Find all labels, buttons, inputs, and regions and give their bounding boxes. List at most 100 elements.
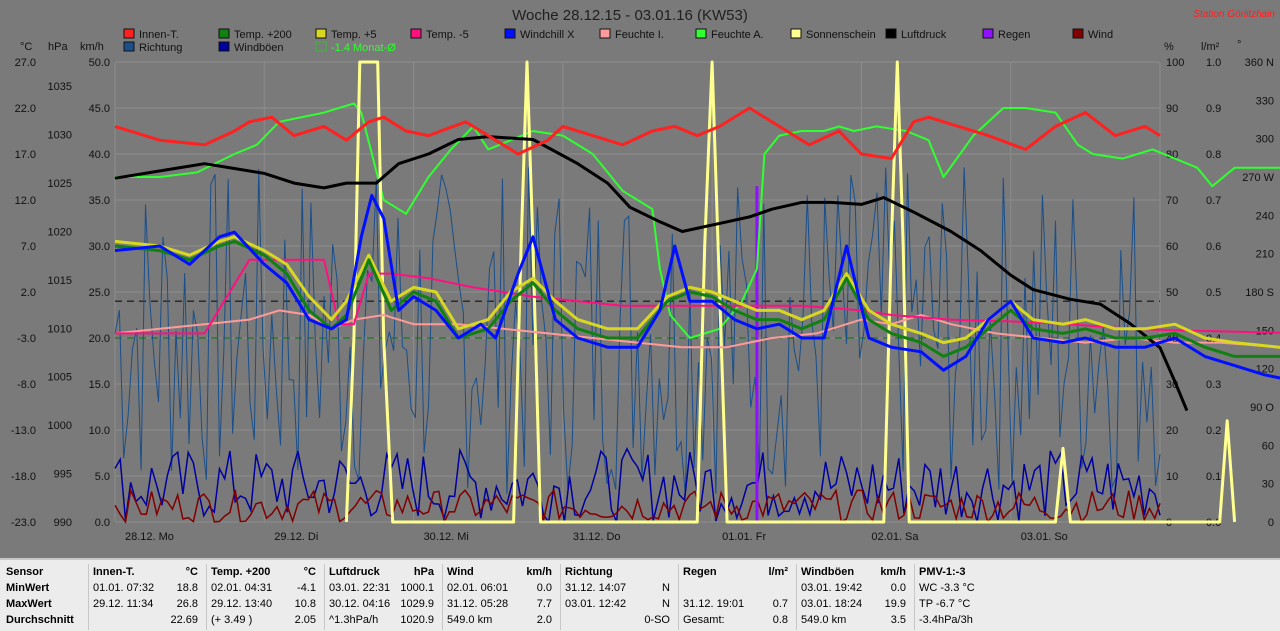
series-windboeen (114, 447, 1161, 524)
tick-x: 02.01. Sa (871, 531, 919, 543)
stats-unit: °C (185, 566, 198, 578)
legend-label: Sonnenschein (806, 29, 876, 41)
tick-kmh: 35.0 (89, 195, 110, 207)
series-windchill-x (114, 193, 1280, 380)
stats-max-value: 10.8 (294, 598, 316, 610)
stats-title: Windböen (801, 566, 855, 578)
stats-min-time: 02.01. 06:01 (447, 582, 509, 594)
legend-label: Regen (998, 29, 1030, 41)
tick-deg: 60 (1262, 440, 1274, 452)
stats-min-row: 02.01. 04:31 -4.1 (211, 580, 322, 596)
tick-deg: 240 (1256, 210, 1274, 222)
series-feuchte-a- (115, 102, 1280, 339)
series-temp-5 (115, 258, 1280, 335)
legend-label: Feuchte A. (711, 29, 764, 41)
stats-column: Wind km/h 02.01. 06:01 0.0 31.12. 05:28 7.7 54… (442, 564, 558, 630)
stats-avg-value: 22.69 (170, 614, 198, 626)
tick-pct: 60 (1166, 241, 1178, 253)
stats-max-value: 7.7 (536, 598, 552, 610)
stats-min-row: 02.01. 06:01 0.0 (447, 580, 558, 596)
tick-deg: 30 (1262, 479, 1274, 491)
legend-swatch (218, 41, 230, 52)
stats-avg-row: Gesamt: 0.8 (683, 612, 794, 628)
tick-kmh: 20.0 (89, 333, 110, 345)
stats-avg-row: 549.0 km 3.5 (801, 612, 912, 628)
stats-max-value: 19.9 (884, 598, 906, 610)
stats-avg-time: -3.4hPa/3h (919, 614, 973, 626)
tick-temp: -8.0 (17, 379, 36, 391)
tick-x: 03.01. So (1021, 531, 1068, 543)
stats-max-time: 29.12. 11:34 (93, 598, 154, 610)
stats-max-value: N (662, 598, 670, 610)
tick-pct: 100 (1166, 57, 1184, 69)
stats-max-time: TP -6.7 °C (919, 598, 971, 610)
tick-x: 28.12. Mo (125, 531, 174, 543)
legend-swatch (695, 28, 707, 39)
legend-label: Feuchte I. (615, 29, 664, 41)
chart-title: Woche 28.12.15 - 03.01.16 (KW53) (512, 7, 748, 24)
tick-kmh: 10.0 (89, 425, 110, 437)
stats-max-row: 30.12. 04:16 1029.9 (329, 596, 440, 612)
stats-avg-time: (+ 3.49 ) (211, 614, 253, 626)
tick-hpa: 1030 (48, 130, 72, 142)
tick-hpa: 990 (54, 517, 72, 529)
tick-lm2: 1.0 (1206, 57, 1221, 69)
tick-kmh: 15.0 (89, 379, 110, 391)
stats-min-row (683, 580, 794, 596)
stats-title: Wind (447, 566, 474, 578)
stats-max-row: 31.12. 05:28 7.7 (447, 596, 558, 612)
tick-x: 30.12. Mi (424, 531, 469, 543)
series-sonnenschein (344, 60, 1237, 524)
stats-avg-time: 549.0 km (447, 614, 493, 626)
stats-header: PMV-1:-3 (919, 564, 1030, 580)
stats-column: Windböen km/h 03.01. 19:42 0.0 03.01. 18:24 1… (796, 564, 912, 630)
tick-temp: 2.0 (21, 287, 36, 299)
stats-min-row: 31.12. 14:07 N (565, 580, 676, 596)
tick-deg: 0 (1268, 517, 1274, 529)
stats-min-value: 18.8 (176, 582, 198, 594)
stats-min-time: 02.01. 04:31 (211, 582, 273, 594)
tick-deg: 90 O (1250, 402, 1274, 414)
stats-avg-row: 0-SO (565, 612, 676, 628)
stats-header: Regen l/m² (683, 564, 794, 580)
series-layer (114, 60, 1280, 525)
unit-temp: °C (20, 41, 32, 53)
stats-avg-row: ^1.3hPa/h 1020.9 (329, 612, 440, 628)
tick-pct: 90 (1166, 103, 1178, 115)
stats-avg-row: 22.69 (93, 612, 204, 628)
stats-header: Temp. +200 °C (211, 564, 322, 580)
legend-swatch (315, 41, 327, 52)
tick-kmh: 45.0 (89, 103, 110, 115)
stats-min-row: 03.01. 22:31 1000.1 (329, 580, 440, 596)
tick-kmh: 0.0 (95, 517, 110, 529)
stats-min-row: 03.01. 19:42 0.0 (801, 580, 912, 596)
tick-hpa: 1035 (48, 81, 72, 93)
stats-header: Windböen km/h (801, 564, 912, 580)
stats-max-row: 31.12. 19:01 0.7 (683, 596, 794, 612)
stats-column: Luftdruck hPa 03.01. 22:31 1000.1 30.12. 04:… (324, 564, 440, 630)
stats-max-time: 03.01. 12:42 (565, 598, 627, 610)
stats-avg-time: ^1.3hPa/h (329, 614, 379, 626)
tick-deg: 150 (1256, 325, 1274, 337)
stats-max-value: 1029.9 (400, 598, 434, 610)
stats-max-row: 29.12. 11:34 26.8 (93, 596, 204, 612)
tick-hpa: 1010 (48, 323, 72, 335)
stats-avg-value: 2.05 (294, 614, 316, 626)
stats-min-time: WC -3.3 °C (919, 582, 975, 594)
tick-hpa: 1005 (48, 372, 72, 384)
stats-avg-time: 549.0 km (801, 614, 847, 626)
tick-deg: 360 N (1245, 57, 1274, 69)
stats-unit: km/h (880, 566, 906, 578)
stats-min-row: 01.01. 07:32 18.8 (93, 580, 204, 596)
stats-min-time: 31.12. 14:07 (565, 582, 627, 594)
stats-max-time: 29.12. 13:40 (211, 598, 273, 610)
stats-min-time: 01.01. 07:32 (93, 582, 155, 594)
stats-avg-value: 2.0 (536, 614, 552, 626)
stats-title: Temp. +200 (211, 566, 271, 578)
stats-max-time: 30.12. 04:16 (329, 598, 391, 610)
stats-min-time: 03.01. 19:42 (801, 582, 863, 594)
stats-min-value: 1000.1 (400, 582, 434, 594)
axis-ticks: 27.0 22.0 17.0 12.0 7.0 2.0 -3.0 -8.0 -13.0 -18.0… (11, 57, 1275, 543)
stats-header: Richtung (565, 564, 676, 580)
tick-temp: 22.0 (15, 103, 36, 115)
